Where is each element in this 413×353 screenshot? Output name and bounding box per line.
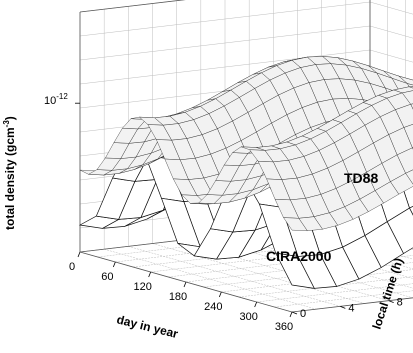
- x-tick-label: 120: [133, 281, 151, 293]
- axis-ticks: 06012018024030036004812162024: [69, 102, 403, 333]
- floor-grid-line: [152, 243, 365, 304]
- y-tick-label: 8: [397, 297, 403, 309]
- wall-grid-line: [369, 25, 413, 39]
- x-tick-mark: [112, 261, 116, 268]
- cira2000-surface-cell: [275, 252, 315, 289]
- x-tick-label: 360: [275, 321, 293, 333]
- wall-grid-line: [79, 1, 371, 37]
- y-tick-mark: [388, 300, 394, 304]
- y-tick-label: 4: [348, 302, 354, 314]
- x-tick-label: 0: [69, 261, 75, 273]
- wall-grid-line: [79, 25, 371, 61]
- series-td88-surface: [79, 56, 413, 231]
- x-tick-mark: [148, 271, 152, 278]
- wall-grid-line: [79, 49, 371, 85]
- wall-grid-line: [369, 49, 413, 63]
- series-label-cira2000: CIRA2000: [266, 248, 332, 264]
- y-tick-mark: [291, 311, 298, 315]
- x-tick-label: 240: [204, 301, 222, 313]
- x-tick-mark: [218, 291, 222, 298]
- y-tick-label: 0: [300, 308, 306, 320]
- y-tick-mark: [340, 305, 346, 309]
- x-axis-title: day in year: [115, 312, 180, 341]
- z-tick-label: 10-12: [44, 92, 68, 107]
- x-tick-label: 180: [169, 291, 187, 303]
- series-label-td88: TD88: [344, 170, 378, 186]
- wall-grid-line: [369, 1, 413, 15]
- x-tick-mark: [289, 311, 293, 318]
- x-tick-label: 300: [239, 311, 257, 323]
- x-tick-label: 60: [101, 271, 113, 283]
- x-tick-mark: [183, 281, 187, 288]
- x-tick-mark: [77, 251, 81, 258]
- z-axis-title: total density (gcm-3): [2, 116, 17, 230]
- floor-grid-line: [104, 248, 317, 310]
- axis-frame-edge: [79, 0, 186, 13]
- x-tick-mark: [254, 301, 258, 308]
- td88-surface-cell: [283, 217, 308, 231]
- floor-grid-line: [128, 246, 341, 307]
